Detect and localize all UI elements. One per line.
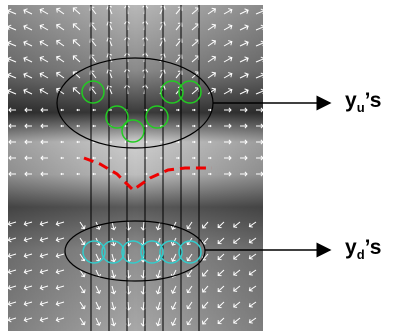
page: yu’s yd’s (() => { const data = JSON.par… bbox=[0, 0, 395, 331]
label-sub: u bbox=[357, 100, 365, 115]
label: yd’s bbox=[345, 236, 381, 262]
figure: yu’s yd’s bbox=[0, 0, 395, 331]
label-sub: d bbox=[357, 247, 365, 262]
label-base: y bbox=[345, 236, 357, 259]
label-suffix: ’s bbox=[365, 89, 382, 112]
label-base: y bbox=[345, 89, 357, 112]
label-suffix: ’s bbox=[365, 236, 382, 259]
image bbox=[8, 5, 263, 331]
label: yu’s bbox=[345, 89, 381, 115]
